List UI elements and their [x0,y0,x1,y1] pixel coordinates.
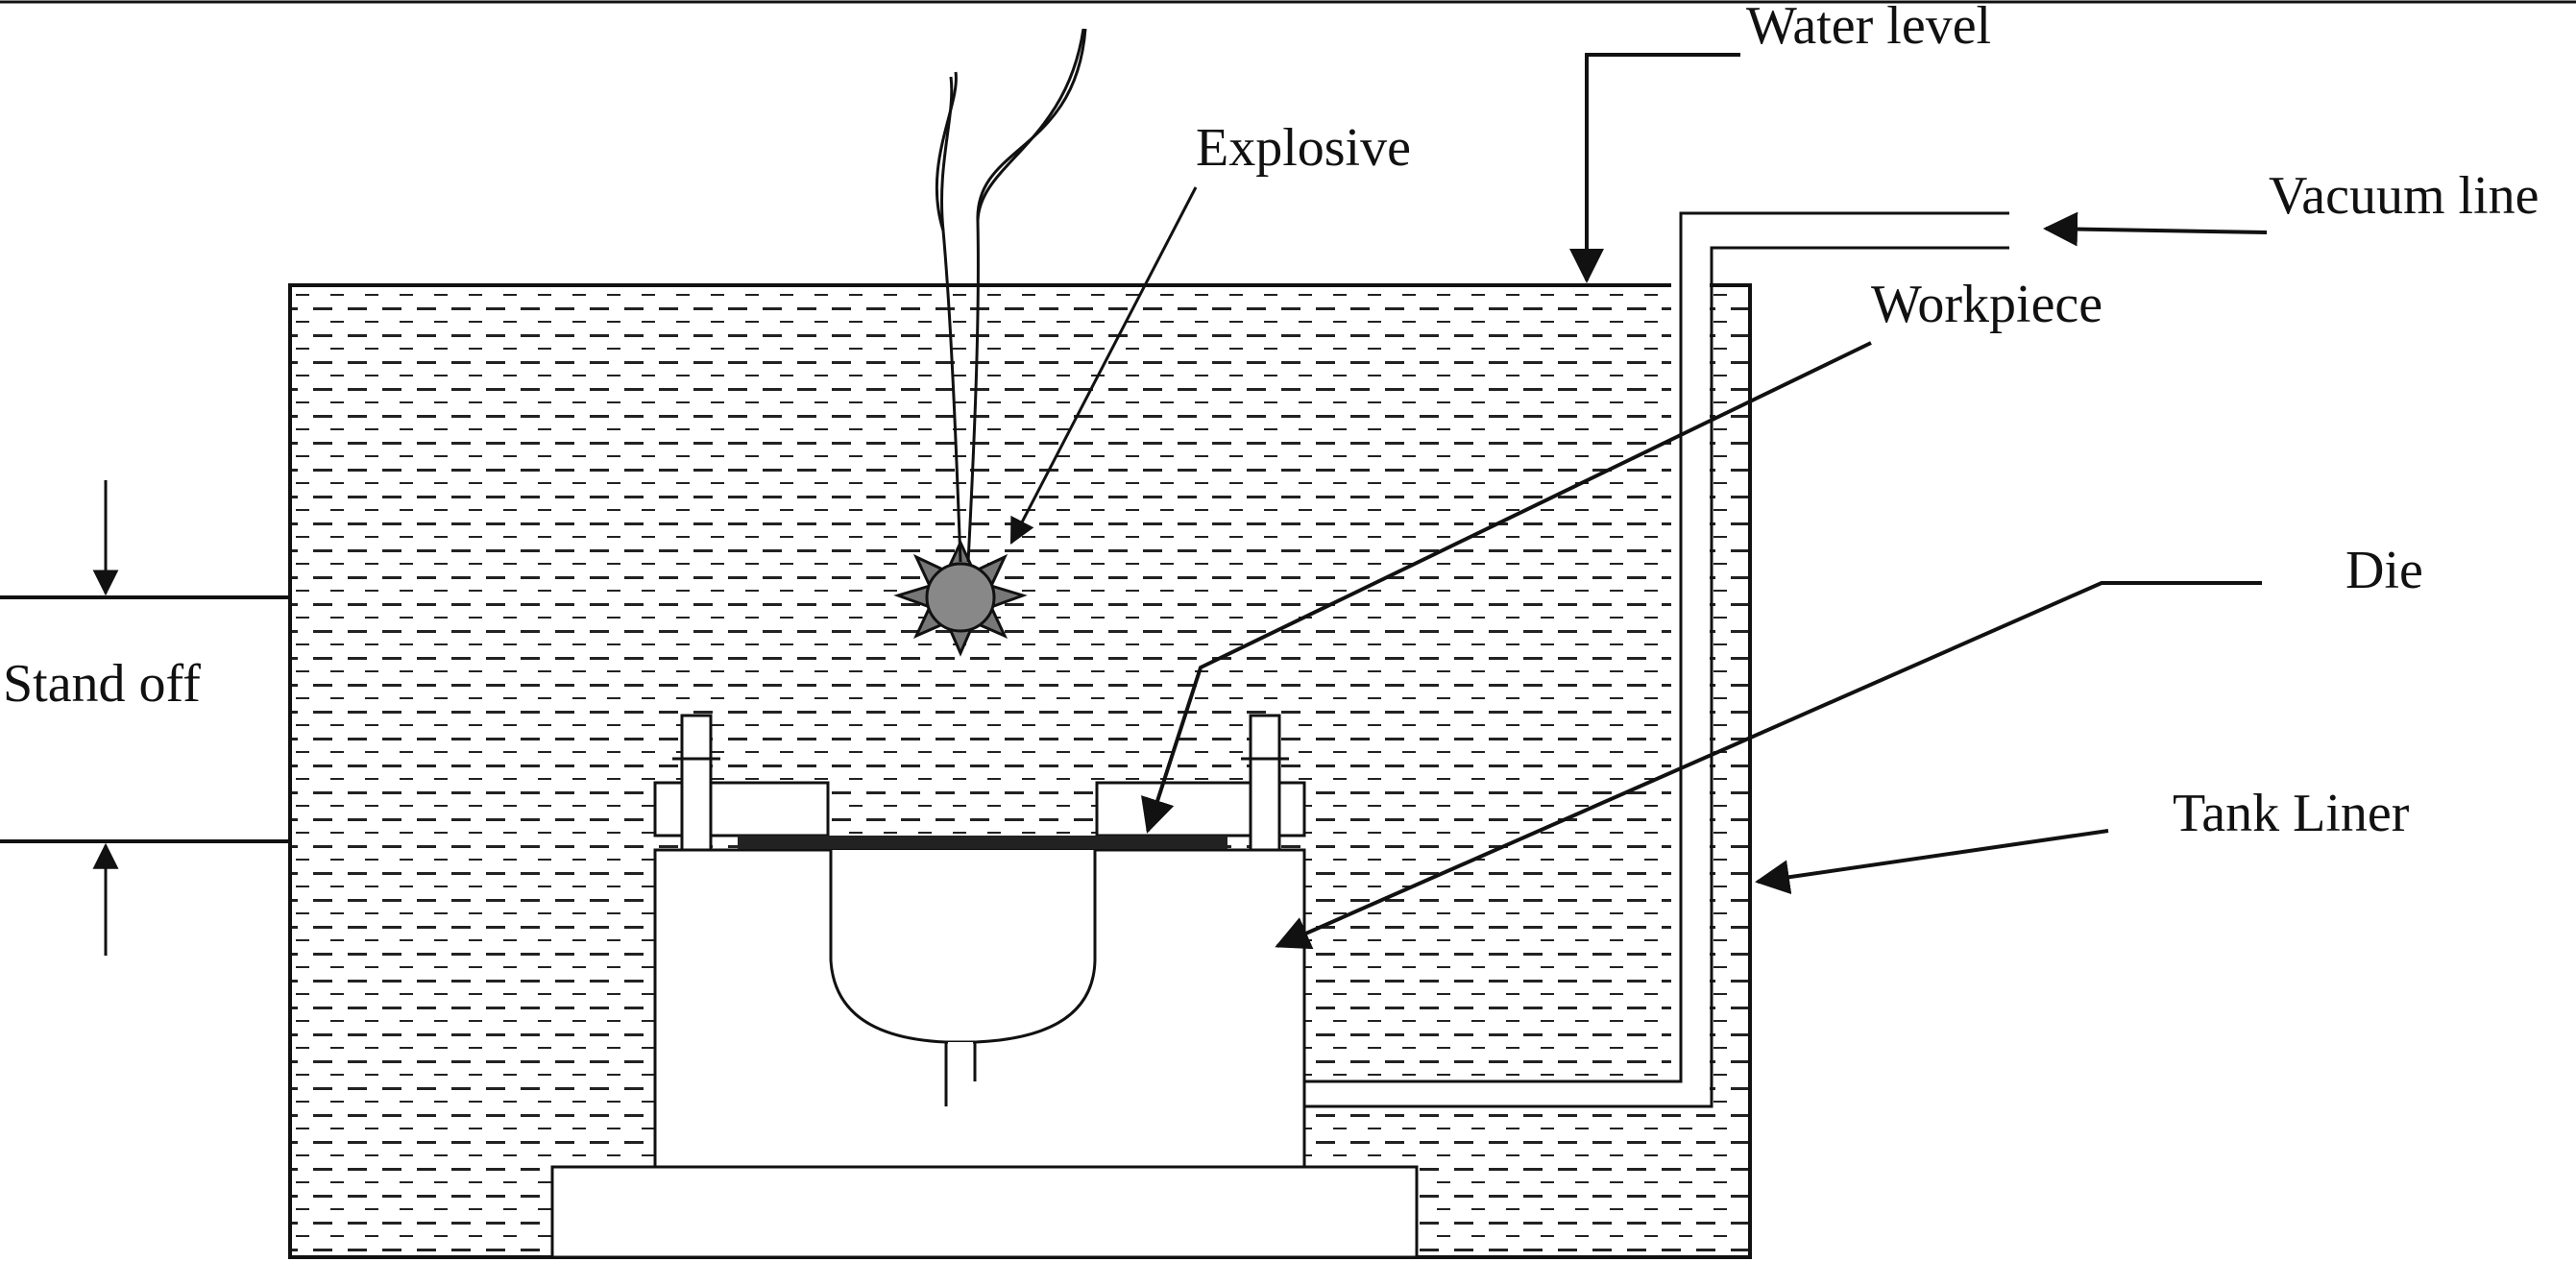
explosive-label: Explosive [1196,118,1411,178]
vacuum-line-leader [2043,211,2268,247]
detonator-wire-right [966,28,1087,563]
die-label: Die [2345,541,2423,600]
explosive-charge [893,539,1028,657]
workpiece-blank [738,836,1227,849]
tank-liner-leader [1755,829,2109,895]
workpiece-leader [1141,341,1872,834]
workpiece-label: Workpiece [1871,275,2102,334]
water-level-leader [1569,53,1740,283]
die-cavity [829,850,1097,1044]
vacuum-pipe-top [1683,215,2009,246]
die-leader [1275,581,2262,950]
stand-off-dimension [0,480,290,956]
bolt-right [1249,714,1281,852]
vacuum-line-label: Vacuum line [2269,166,2539,226]
tank-liner-label: Tank Liner [2173,784,2410,843]
vacuum-port [948,1042,973,1105]
detonator-wire-left [939,76,962,563]
water-level-label: Water level [1746,0,1991,56]
base-plate [550,1165,1419,1259]
vacuum-pipe-vertical [1683,215,1710,1104]
explosive-leader [1009,186,1198,545]
bolt-left [680,714,713,852]
stand-off-label: Stand off [3,654,201,714]
